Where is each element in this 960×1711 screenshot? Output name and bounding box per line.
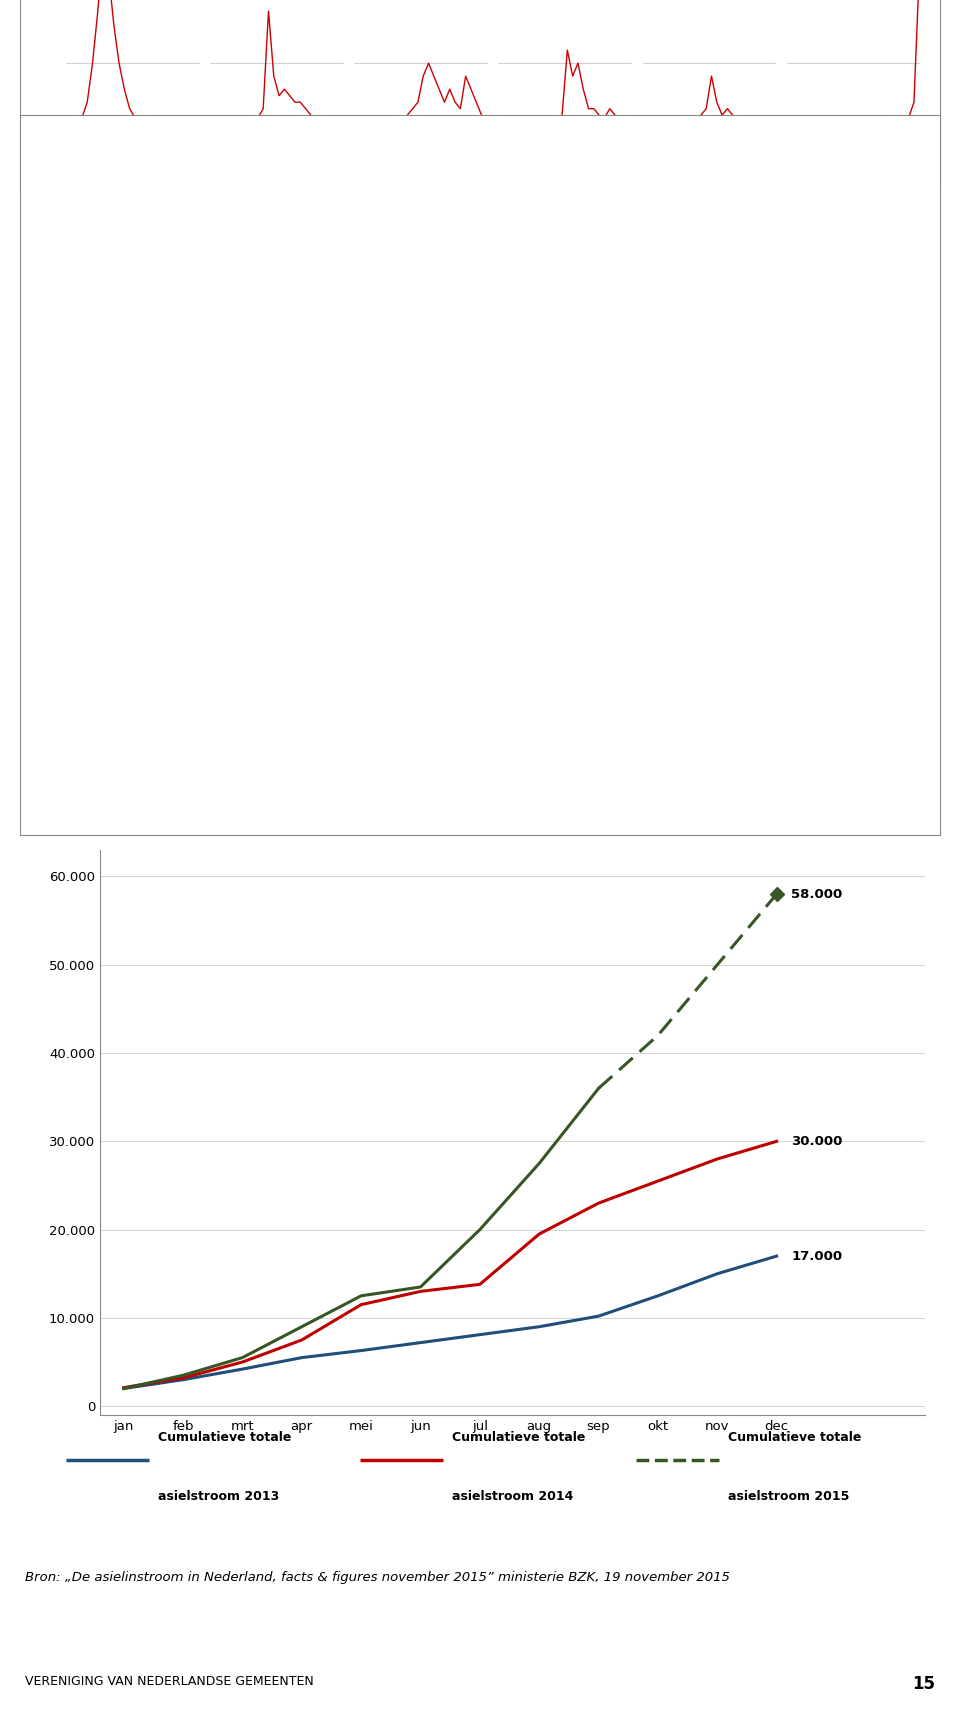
Text: 2014: 2014 [461,157,487,166]
Text: 15: 15 [912,1675,935,1692]
Text: 2015. Voor het jaar 2016 wordt een gelijk aantal asielzoekers verwacht. Het gaat: 2015. Voor het jaar 2016 wordt een gelij… [25,684,733,702]
Text: 1990: 1990 [642,157,669,166]
Text: 2014: 2014 [317,157,343,166]
Text: 2013 tot bijna 9.000 in 2014. Ook vragen bijna 4.000 Eritreeërs asiel aan in 201: 2013 tot bijna 9.000 in 2014. Ook vragen… [25,139,756,157]
Text: Cumulatieve totale: Cumulatieve totale [729,1430,862,1444]
Text: 2014: 2014 [172,157,199,166]
Text: •  2013-2015: Door de aanhoudende chaos en burgeroorlog zoeken meer Syriërs: • 2013-2015: Door de aanhoudende chaos e… [25,50,735,68]
Text: 2014: 2014 [893,157,920,166]
Text: 1990: 1990 [66,157,92,166]
Text: Cumulatieve totale: Cumulatieve totale [158,1430,292,1444]
Text: de jaren sterk: van bijna 6.000 in 2009 naar minder dan 1.000 in 2012.: de jaren sterk: van bijna 6.000 in 2009 … [25,5,646,22]
Text: 17.000: 17.000 [791,1249,843,1263]
Text: Rekening wordt gehouden met een totale instroom van 58.000 asielzoekers in: Rekening wordt gehouden met een totale i… [25,635,709,654]
Text: 1990: 1990 [498,157,525,166]
Text: bescherming in Nederland. Het aantal asielaanvragen stijgt van ruim 2.000 in: bescherming in Nederland. Het aantal asi… [25,94,722,113]
Text: 2014: 2014 [749,157,775,166]
Text: 1990: 1990 [210,157,236,166]
Text: VERENIGING VAN NEDERLANDSE GEMEENTEN: VERENIGING VAN NEDERLANDSE GEMEENTEN [25,1675,314,1689]
Text: Bron: VNG, Regioavond bijeenkomsten, najaar 2015.: Bron: VNG, Regioavond bijeenkomsten, naj… [25,544,375,556]
Text: 1.1.b Actuele cijfers asielaanvragen: 1.1.b Actuele cijfers asielaanvragen [25,565,389,583]
Text: asielstroom 2015: asielstroom 2015 [729,1490,850,1502]
Text: Actuele cijfers en prognose voor 2015: Actuele cijfers en prognose voor 2015 [25,611,342,630]
Text: Cumulatieve totale: Cumulatieve totale [452,1430,586,1444]
Text: Bron: „De asielinstroom in Nederland, facts & figures november 2015” ministerie : Bron: „De asielinstroom in Nederland, fa… [25,1571,730,1584]
Text: asielstroom 2014: asielstroom 2014 [452,1490,574,1502]
Text: daarbij om de optelsom van eerste aanvragen, herhaalde asielaanvragen en de: daarbij om de optelsom van eerste aanvra… [25,732,724,751]
Text: 2014: 2014 [605,157,631,166]
Text: 1990: 1990 [786,157,813,166]
Text: 58.000: 58.000 [791,888,843,900]
Text: 30.000: 30.000 [791,1134,843,1148]
Text: nareizigers. Deze aantallen liggen boven het aantal van 53.000 vluchtelingen in: nareizigers. Deze aantallen liggen boven… [25,780,725,799]
Text: asielstroom 2013: asielstroom 2013 [158,1490,279,1502]
Text: 1990: 1990 [354,157,381,166]
